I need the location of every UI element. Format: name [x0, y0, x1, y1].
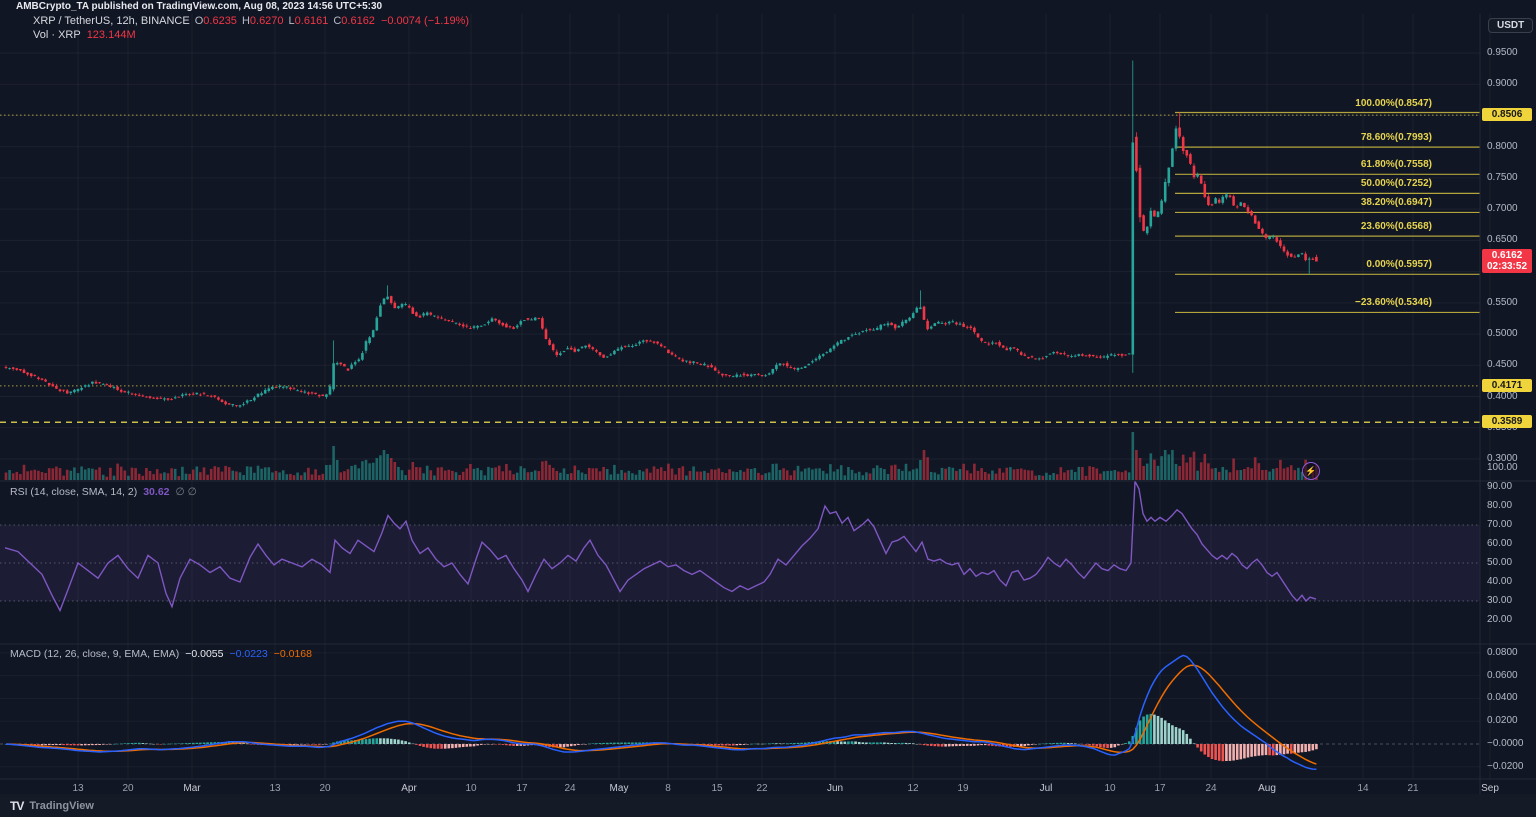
- macd-legend: MACD (12, 26, close, 9, EMA, EMA) −0.0055…: [10, 648, 312, 660]
- ohlc-key: L: [288, 15, 295, 27]
- rsi-value: 30.62: [143, 486, 170, 498]
- fib-lines-layer: [1175, 111, 1480, 314]
- symbol-title: XRP / TetherUS, 12h, BINANCE: [33, 15, 190, 27]
- macd-line-value: −0.0223: [229, 648, 268, 660]
- candlestick-layer: [4, 60, 1318, 409]
- macd-hist-value: −0.0055: [185, 648, 224, 660]
- volume-layer: [4, 432, 1318, 480]
- horizontal-lines-layer: [0, 114, 1480, 423]
- attribution-text: AMBCrypto_TA published on TradingView.co…: [16, 1, 383, 12]
- footer-bar: TV TradingView: [0, 794, 1536, 817]
- volume-label: Vol · XRP: [33, 29, 81, 41]
- tradingview-brand[interactable]: TradingView: [29, 800, 94, 812]
- ohlc-key: C: [333, 15, 342, 27]
- rsi-legend: RSI (14, close, SMA, 14, 2) 30.62 ∅ ∅: [10, 486, 197, 498]
- pane-separator-macd-time[interactable]: [0, 777, 1536, 781]
- ohlc-key: H: [241, 15, 250, 27]
- ohlc-value: 0.6235: [203, 15, 237, 27]
- rsi-label: RSI (14, close, SMA, 14, 2): [10, 486, 138, 498]
- symbol-legend[interactable]: XRP / TetherUS, 12h, BINANCE O0.6235 H0.62…: [33, 15, 469, 27]
- tradingview-logo-icon[interactable]: TV: [10, 799, 24, 813]
- grid-layer: [0, 14, 1491, 779]
- flash-icon[interactable]: ⚡: [1302, 462, 1320, 480]
- rsi-line: [4, 481, 1317, 613]
- currency-toggle-button[interactable]: USDT: [1488, 18, 1534, 33]
- rsi-pane: [0, 524, 1480, 602]
- macd-layer: [4, 654, 1318, 771]
- macd-label: MACD (12, 26, close, 9, EMA, EMA): [10, 648, 180, 660]
- macd-signal-value: −0.0168: [273, 648, 312, 660]
- volume-legend: Vol · XRP 123.144M: [33, 29, 136, 41]
- pane-separator-rsi-macd[interactable]: [0, 642, 1536, 646]
- ohlc-value: 0.6161: [294, 15, 329, 27]
- ohlc-value: 0.6162: [341, 15, 375, 27]
- rsi-extra: ∅ ∅: [175, 486, 197, 498]
- pane-separator-price-rsi[interactable]: [0, 479, 1536, 483]
- ohlc-value: 0.6270: [249, 15, 284, 27]
- macd-signal-line: [6, 664, 1317, 765]
- price-change: −0.0074 (−1.19%): [380, 15, 470, 27]
- volume-value: 123.144M: [86, 29, 136, 41]
- macd-line: [5, 654, 1317, 771]
- ohlc-key: O: [194, 15, 204, 27]
